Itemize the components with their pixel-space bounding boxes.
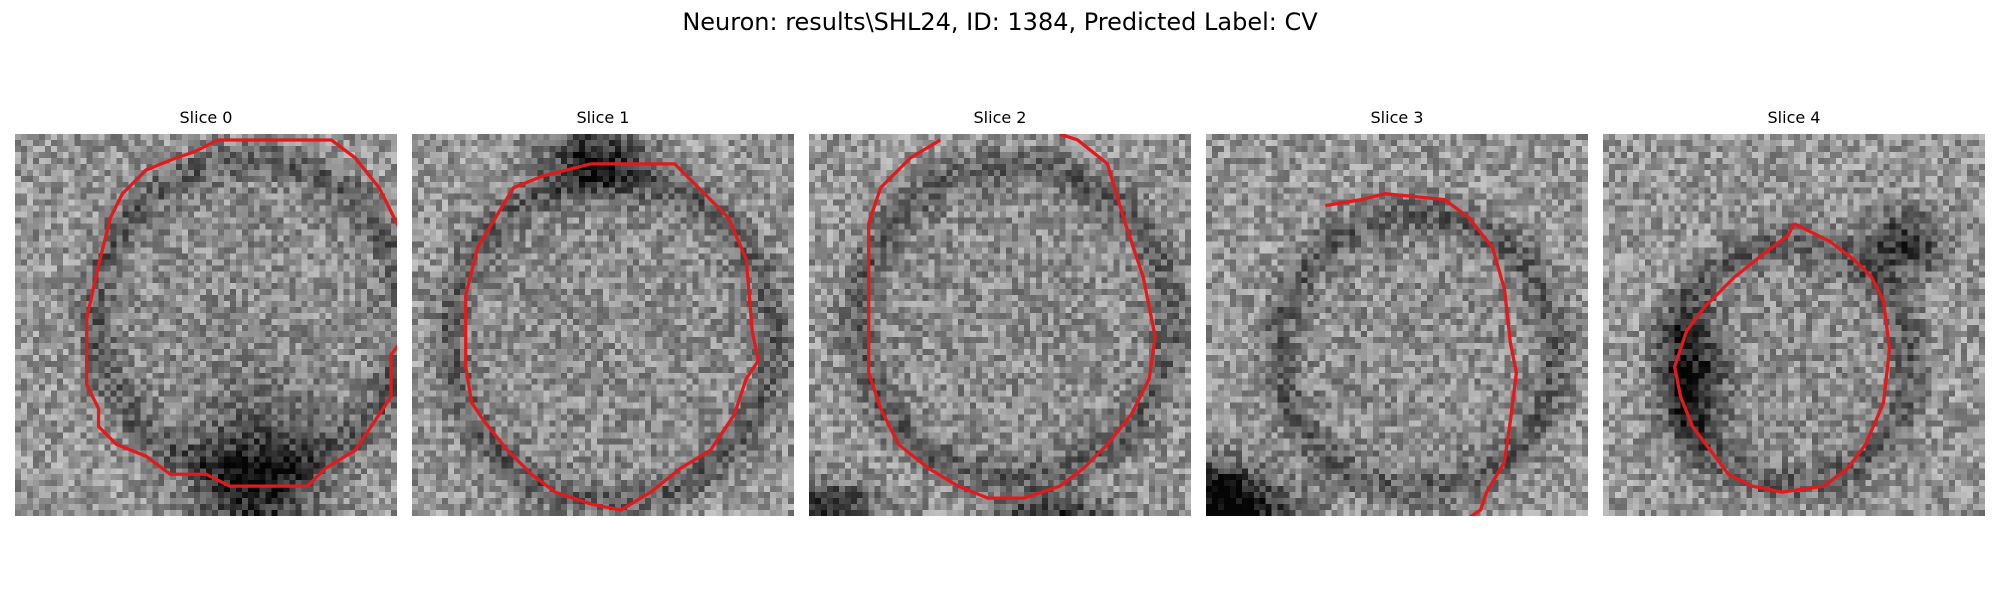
slice-image-1 — [412, 134, 794, 516]
contour-overlay-4 — [1672, 222, 1892, 494]
slice-panel-3: Slice 3 — [1206, 108, 1588, 516]
slice-title-3: Slice 3 — [1370, 108, 1424, 127]
contour-overlay-1 — [464, 162, 760, 512]
contour-overlay-0 — [84, 138, 397, 488]
slice-panel-1: Slice 1 — [412, 108, 794, 516]
slice-image-2 — [809, 134, 1191, 516]
contour-overlay-2 — [867, 134, 1157, 500]
slice-image-3 — [1206, 134, 1588, 516]
figure-title: Neuron: results\SHL24, ID: 1384, Predict… — [682, 8, 1318, 36]
slice-panel-4: Slice 4 — [1603, 108, 1985, 516]
slice-title-2: Slice 2 — [973, 108, 1027, 127]
contour-overlay-3 — [1325, 192, 1519, 516]
roi-contour-4 — [1672, 222, 1892, 494]
slice-panel-0: Slice 0 — [15, 108, 397, 516]
roi-contour-2 — [867, 134, 1157, 500]
roi-contour-3 — [1325, 192, 1519, 516]
slice-title-1: Slice 1 — [576, 108, 630, 127]
slice-image-0 — [15, 134, 397, 516]
slice-image-4 — [1603, 134, 1985, 516]
roi-contour-1 — [464, 162, 760, 512]
slice-title-0: Slice 0 — [179, 108, 233, 127]
slice-panel-2: Slice 2 — [809, 108, 1191, 516]
slice-title-4: Slice 4 — [1767, 108, 1821, 127]
roi-contour-0 — [84, 138, 397, 488]
